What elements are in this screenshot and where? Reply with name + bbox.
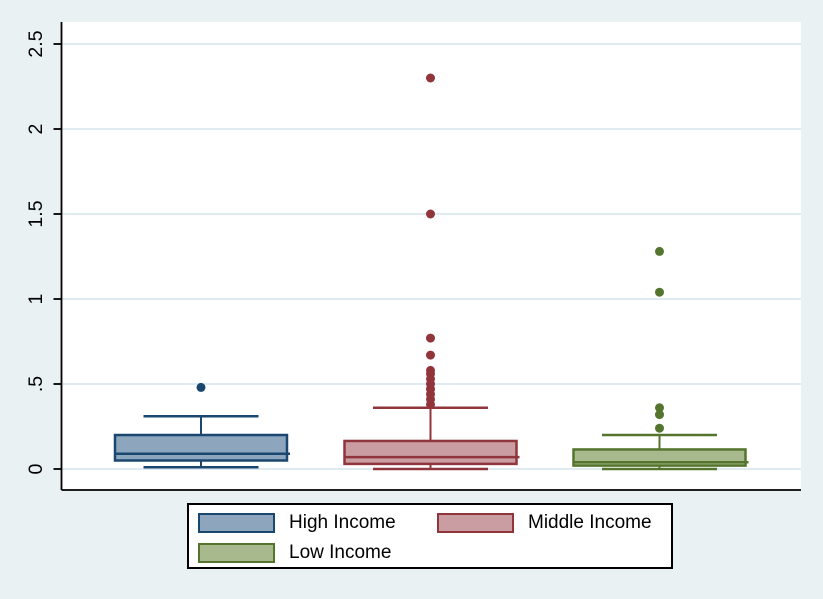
y-tick-label: 1.5 — [25, 200, 47, 227]
y-tick-label: 0 — [25, 463, 47, 474]
outlier-dot-middle-income — [426, 350, 435, 360]
legend-label-middle-income: Middle Income — [528, 512, 652, 533]
outlier-dot-low-income — [655, 410, 664, 420]
legend-swatch-high-income — [198, 513, 275, 533]
outlier-dot-middle-income — [426, 209, 435, 219]
box-middle-income — [343, 439, 518, 466]
box-high-income — [113, 433, 289, 462]
y-tick-label: 1 — [25, 294, 47, 305]
outlier-dot-low-income — [655, 287, 664, 297]
outlier-dot-low-income — [655, 403, 664, 413]
outlier-dot-low-income — [655, 246, 664, 256]
legend-swatch-low-income — [198, 543, 275, 563]
outlier-dot-high-income — [196, 382, 206, 392]
legend-swatch-middle-income — [437, 513, 514, 533]
outlier-dot-middle-income — [426, 333, 435, 343]
legend-label-low-income: Low Income — [289, 542, 392, 563]
y-tick-label: .5 — [25, 376, 47, 392]
outlier-dot-middle-income — [426, 365, 435, 375]
legend: High Income Middle Income Low Income — [187, 503, 673, 569]
y-tick-label: 2 — [25, 124, 47, 135]
outlier-dot-low-income — [655, 423, 664, 433]
y-tick-label: 2.5 — [25, 30, 47, 57]
legend-label-high-income: High Income — [289, 512, 396, 533]
outlier-dot-middle-income — [426, 73, 435, 83]
